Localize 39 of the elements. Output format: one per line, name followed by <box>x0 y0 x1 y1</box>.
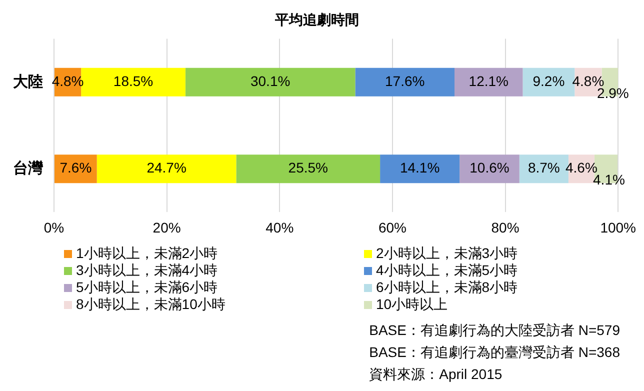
data-label: 14.1% <box>400 160 440 176</box>
bar <box>236 154 380 184</box>
source-note: 資料來源：April 2015 <box>369 365 504 384</box>
data-label: 10.6% <box>470 160 510 176</box>
data-label: 24.7% <box>146 160 186 176</box>
data-label: 8.7% <box>528 160 560 176</box>
legend-label: 1小時以上，未滿2小時 <box>76 245 218 262</box>
legend-label: 5小時以上，未滿6小時 <box>76 279 218 296</box>
x-tick-label: 100% <box>600 219 636 236</box>
text: BASE：有追劇行為的臺灣受訪者 N=368 <box>369 343 620 362</box>
data-label: 25.5% <box>288 160 328 176</box>
x-tick-label: 0% <box>44 219 64 236</box>
y-tick-label: 台灣 <box>13 160 44 177</box>
x-tick-label: 60% <box>378 219 406 236</box>
data-label: 7.6% <box>60 160 92 176</box>
text: BASE：有追劇行為的大陸受訪者 N=579 <box>369 321 620 340</box>
bar <box>96 154 236 184</box>
legend-label: 2小時以上，未滿3小時 <box>376 245 518 262</box>
bar <box>380 154 460 184</box>
chart-title: 平均追劇時間 <box>274 11 359 28</box>
legend-label: 6小時以上，未滿8小時 <box>376 279 518 296</box>
x-tick-label: 20% <box>152 219 181 236</box>
bar <box>460 154 520 184</box>
data-label: 18.5% <box>113 73 154 90</box>
legend-label: 8小時以上，未滿10小時 <box>76 296 226 313</box>
data-label: 12.1% <box>468 73 508 90</box>
bar <box>185 68 356 96</box>
bar <box>454 68 523 96</box>
data-label: 17.6% <box>385 73 425 90</box>
bar <box>355 68 455 96</box>
x-tick-label: 80% <box>491 219 520 236</box>
legend-label: 4小時以上，未滿5小時 <box>376 262 518 279</box>
legend-label: 10小時以上 <box>376 296 448 313</box>
y-tick-label: 大陸 <box>13 73 43 90</box>
x-tick-label: 40% <box>266 219 294 236</box>
legend-label: 3小時以上，未滿4小時 <box>76 262 218 279</box>
data-label: 9.2% <box>532 73 565 90</box>
bar <box>54 154 97 184</box>
data-label: 30.1% <box>250 73 290 90</box>
